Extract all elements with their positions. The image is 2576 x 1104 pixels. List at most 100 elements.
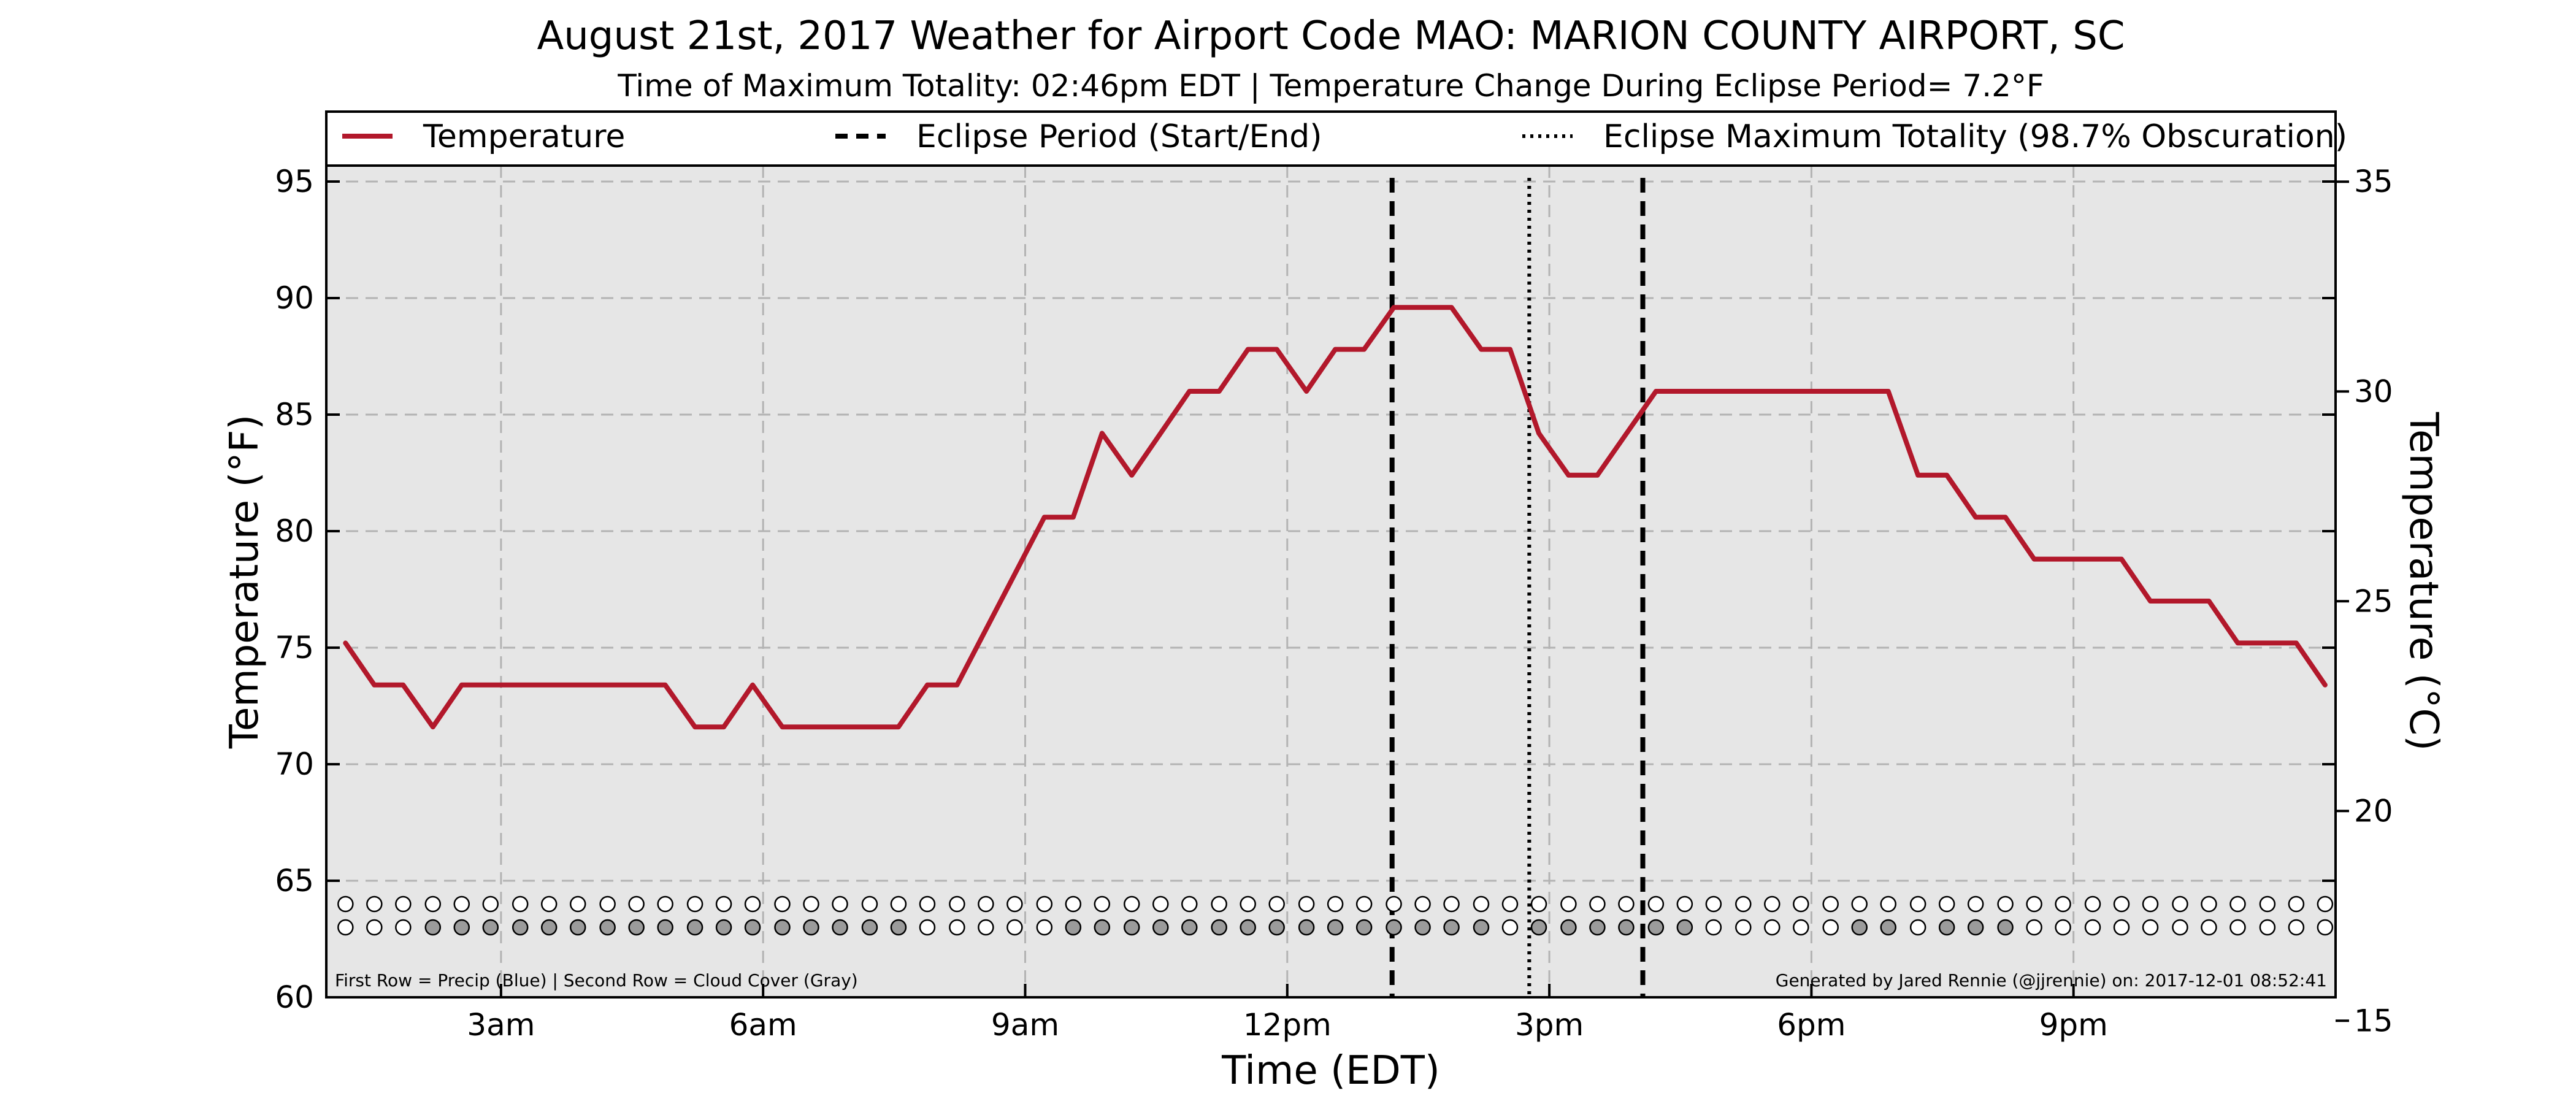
x-tick-label: 3am bbox=[467, 1007, 535, 1043]
precip-dot bbox=[1530, 895, 1547, 913]
precip-dot bbox=[1036, 895, 1053, 913]
cloud-dot bbox=[2142, 919, 2159, 936]
y-right-tick-label: 30 bbox=[2354, 374, 2393, 409]
legend: Temperature Eclipse Period (Start/End) E… bbox=[326, 118, 2347, 167]
precip-dot bbox=[1647, 895, 1665, 913]
cloud-dot bbox=[1473, 919, 1490, 936]
y-tick-label: 85 bbox=[275, 397, 314, 432]
cloud-dot bbox=[1414, 919, 1431, 936]
footnote-left: First Row = Precip (Blue) | Second Row =… bbox=[335, 970, 858, 991]
cloud-dot bbox=[2317, 919, 2334, 936]
y-right-tick-label: 35 bbox=[2354, 164, 2393, 199]
precip-dot bbox=[919, 895, 936, 913]
precip-dot bbox=[2113, 895, 2130, 913]
footnote-right: Generated by Jared Rennie (@jjrennie) on… bbox=[1776, 970, 2327, 991]
x-tick-label: 9am bbox=[991, 1007, 1059, 1043]
cloud-dot bbox=[1152, 919, 1169, 936]
cloud-dot bbox=[482, 919, 499, 936]
y-right-tick-label: 15 bbox=[2354, 1003, 2393, 1038]
y-axis-right-label: Temperature (°C) bbox=[2401, 412, 2446, 751]
cloud-dot bbox=[1355, 919, 1373, 936]
precip-dot bbox=[832, 895, 848, 913]
precip-dot bbox=[1967, 895, 1984, 913]
grid-lines bbox=[326, 166, 2336, 997]
cloud-dot bbox=[1705, 919, 1722, 936]
cloud-dot bbox=[337, 919, 354, 936]
precip-dot bbox=[1006, 895, 1023, 913]
precip-dot bbox=[395, 895, 412, 913]
cloud-dot bbox=[861, 919, 878, 936]
precip-dot bbox=[482, 895, 499, 913]
x-tick-label: 3pm bbox=[1515, 1007, 1584, 1043]
y-tick-label: 70 bbox=[275, 746, 314, 782]
precip-dot bbox=[861, 895, 878, 913]
chart-subtitle: Time of Maximum Totality: 02:46pm EDT | … bbox=[617, 68, 2044, 104]
precip-dot bbox=[512, 895, 529, 913]
cloud-dot bbox=[2229, 919, 2246, 936]
precip-dot bbox=[1298, 895, 1315, 913]
precip-dot bbox=[890, 895, 907, 913]
cloud-dot bbox=[832, 919, 848, 936]
precip-dot bbox=[1880, 895, 1896, 913]
axis-ticks: 60 65 70 75 80 85 90 95 15 20 25 30 35 3am 6am 9am 12pm 3… bbox=[275, 164, 2393, 1043]
cloud-dot bbox=[1530, 919, 1547, 936]
cloud-dot bbox=[569, 919, 586, 936]
precip-dot bbox=[2172, 895, 2188, 913]
precip-dot bbox=[628, 895, 645, 913]
precip-dot bbox=[1735, 895, 1752, 913]
precip-dot bbox=[569, 895, 586, 913]
precip-dot bbox=[1764, 895, 1781, 913]
temperature-line bbox=[343, 305, 2328, 730]
precip-dot bbox=[1822, 895, 1839, 913]
precip-dot bbox=[1386, 895, 1402, 913]
precip-dot bbox=[1181, 895, 1198, 913]
precip-dot bbox=[2201, 895, 2217, 913]
cloud-dot bbox=[1647, 919, 1665, 936]
precip-dot bbox=[715, 895, 732, 913]
cloud-dot bbox=[628, 919, 645, 936]
cloud-dot bbox=[657, 919, 673, 936]
cloud-dot bbox=[1094, 919, 1111, 936]
precip-dot bbox=[1589, 895, 1606, 913]
precip-dot bbox=[2229, 895, 2246, 913]
cloud-dot bbox=[1298, 919, 1315, 936]
plot-area bbox=[326, 166, 2336, 997]
cloud-dot bbox=[1764, 919, 1781, 936]
cloud-dot bbox=[1240, 919, 1256, 936]
cloud-dot bbox=[949, 919, 965, 936]
precip-dot bbox=[686, 895, 703, 913]
cloud-dot bbox=[1211, 919, 1227, 936]
eclipse-markers bbox=[1389, 178, 1646, 997]
precip-dot bbox=[2026, 895, 2042, 913]
cloud-dot bbox=[1851, 919, 1868, 936]
x-axis-label: Time (EDT) bbox=[1221, 1048, 1440, 1094]
cloud-dot bbox=[1618, 919, 1635, 936]
y-axis-label: Temperature (°F) bbox=[222, 415, 267, 749]
precip-dot bbox=[1938, 895, 1955, 913]
cloud-dot bbox=[1822, 919, 1839, 936]
cloud-dot bbox=[1909, 919, 1926, 936]
cloud-dot bbox=[2026, 919, 2042, 936]
x-tick-label: 6am bbox=[729, 1007, 797, 1043]
cloud-dot bbox=[2259, 919, 2276, 936]
precip-dot bbox=[1268, 895, 1285, 913]
cloud-dot bbox=[1386, 919, 1402, 936]
y-tick-label: 95 bbox=[275, 164, 314, 199]
cloud-dot bbox=[744, 919, 761, 936]
cloud-dot bbox=[803, 919, 819, 936]
cloud-dot bbox=[1327, 919, 1344, 936]
cloud-dot bbox=[1676, 919, 1693, 936]
cloud-dot bbox=[395, 919, 412, 936]
cloud-dot bbox=[599, 919, 616, 936]
y-tick-label: 80 bbox=[275, 513, 314, 549]
legend-max-totality-label: Eclipse Maximum Totality (98.7% Obscurat… bbox=[1603, 118, 2347, 155]
precip-dot bbox=[1618, 895, 1635, 913]
y-tick-label: 90 bbox=[275, 280, 314, 316]
precip-dot bbox=[2259, 895, 2276, 913]
precip-dot bbox=[1211, 895, 1227, 913]
cloud-dot bbox=[1938, 919, 1955, 936]
cloud-dot bbox=[1036, 919, 1053, 936]
precip-dot bbox=[978, 895, 994, 913]
cloud-dot bbox=[453, 919, 470, 936]
